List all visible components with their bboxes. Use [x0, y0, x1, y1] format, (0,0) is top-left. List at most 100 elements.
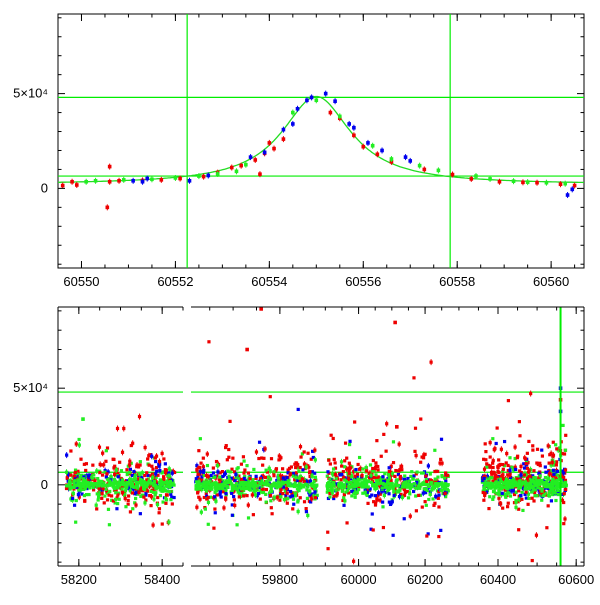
data-point	[372, 469, 376, 474]
data-point	[107, 523, 112, 527]
data-point	[97, 490, 101, 495]
data-point	[140, 471, 144, 475]
data-point	[166, 485, 170, 489]
data-point	[529, 391, 533, 396]
data-point	[96, 476, 100, 481]
data-point	[218, 478, 222, 482]
data-point	[206, 522, 210, 526]
data-point	[397, 489, 401, 493]
data-point	[285, 491, 289, 495]
data-point	[284, 494, 288, 498]
data-point	[209, 473, 213, 478]
data-point	[513, 445, 517, 449]
data-point	[550, 481, 554, 485]
data-point	[291, 497, 296, 501]
data-point	[497, 179, 502, 184]
y-tick-label: 5×10⁴	[13, 86, 48, 101]
data-point	[309, 95, 314, 100]
data-point	[534, 533, 539, 537]
data-point	[328, 477, 332, 481]
data-point	[540, 480, 544, 484]
data-point	[371, 466, 375, 471]
data-point	[527, 486, 532, 491]
data-point	[343, 459, 347, 463]
data-point	[380, 489, 384, 493]
data-point	[163, 488, 167, 493]
data-point	[292, 502, 296, 506]
data-point	[504, 484, 509, 489]
data-point	[145, 471, 149, 475]
data-point	[508, 472, 512, 476]
data-point	[556, 481, 560, 485]
data-point	[305, 98, 309, 103]
data-point	[365, 469, 369, 473]
data-point	[516, 484, 521, 488]
data-point	[426, 464, 430, 468]
data-point	[424, 491, 428, 495]
data-point	[354, 484, 358, 488]
data-point	[200, 475, 204, 479]
data-point	[87, 492, 91, 497]
data-point	[155, 469, 159, 473]
data-point	[437, 505, 441, 509]
data-point	[352, 485, 356, 489]
data-point	[351, 489, 355, 493]
data-point	[510, 479, 514, 483]
data-point	[544, 470, 548, 474]
data-point	[102, 483, 106, 488]
data-point	[314, 98, 319, 103]
data-point	[412, 376, 416, 380]
data-point	[125, 468, 129, 472]
data-point	[522, 462, 526, 466]
data-point	[82, 493, 87, 498]
data-point	[538, 464, 542, 468]
data-point	[425, 534, 429, 538]
data-point	[402, 487, 406, 492]
data-point	[565, 193, 570, 197]
data-point	[262, 456, 266, 460]
data-point	[267, 491, 272, 495]
data-point	[348, 467, 352, 471]
data-point	[369, 527, 373, 531]
data-point	[310, 474, 314, 478]
data-point	[237, 495, 241, 499]
data-point	[510, 465, 514, 469]
data-point	[508, 468, 512, 472]
data-point	[294, 465, 298, 470]
data-point	[87, 474, 91, 478]
data-point	[355, 472, 360, 476]
data-point	[246, 516, 251, 520]
data-point	[564, 483, 568, 487]
data-point	[195, 468, 199, 472]
data-point	[279, 487, 283, 491]
data-point	[393, 474, 397, 479]
data-point	[64, 486, 69, 491]
data-point	[138, 512, 142, 516]
data-point	[165, 493, 169, 497]
data-point	[387, 485, 392, 490]
data-point	[522, 473, 527, 477]
data-point	[136, 484, 140, 489]
data-point	[237, 474, 241, 478]
data-point	[491, 489, 496, 494]
data-point	[143, 501, 147, 505]
data-point	[161, 489, 165, 493]
data-point	[122, 426, 126, 431]
data-point	[198, 470, 202, 474]
data-point	[370, 143, 375, 148]
data-point	[268, 395, 272, 399]
data-point	[361, 481, 365, 485]
data-point	[500, 491, 504, 495]
data-point	[299, 483, 304, 487]
data-point	[272, 482, 276, 486]
data-point	[405, 489, 409, 494]
data-point	[113, 479, 117, 483]
data-point	[543, 492, 547, 496]
data-point	[252, 487, 256, 491]
data-point	[343, 441, 348, 445]
data-point	[545, 526, 549, 530]
data-point	[129, 461, 133, 465]
data-point	[136, 486, 140, 490]
data-point	[443, 482, 448, 486]
data-point	[515, 484, 519, 488]
